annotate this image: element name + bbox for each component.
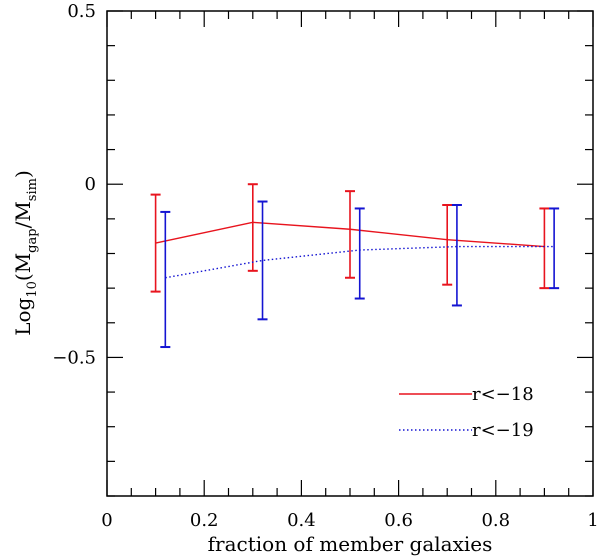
y-tick-label: 0.5 (67, 1, 96, 22)
y-axis-ticks: −0.5 0 0.5 (52, 1, 593, 497)
y-tick-label: −0.5 (52, 347, 96, 368)
error-bar (160, 210, 171, 349)
error-bar (442, 204, 453, 286)
x-axis-label: fraction of member galaxies (208, 532, 493, 556)
x-tick-label: 0.4 (287, 510, 316, 531)
y-axis-label: Log10(Mgap/Msim) (11, 170, 40, 336)
x-tick-label: 0.6 (384, 510, 413, 531)
y-label-denominator-sub: sim (25, 178, 40, 201)
x-axis-ticks: 0 0.2 0.4 0.6 0.8 1 (101, 11, 599, 531)
series-1 (150, 183, 550, 293)
x-tick-label: 0.2 (190, 510, 219, 531)
legend-label: r<−18 (472, 384, 534, 405)
y-label-denominator: M (11, 201, 35, 221)
error-bar (257, 200, 268, 321)
x-tick-label: 0 (101, 510, 112, 531)
legend: r<−18 r<−19 (399, 384, 534, 441)
error-bar (247, 183, 258, 272)
legend-label: r<−19 (472, 420, 534, 441)
y-label-prefix: Log (11, 297, 35, 335)
error-bar (345, 190, 355, 279)
x-tick-label: 1 (587, 510, 598, 531)
error-bar (549, 207, 560, 290)
y-tick-label: 0 (85, 174, 96, 195)
series-layer (150, 183, 560, 349)
error-bar (150, 193, 161, 293)
y-label-log-base: 10 (25, 281, 40, 298)
error-bar (539, 207, 550, 290)
y-label-numerator: M (11, 253, 35, 273)
error-bar (451, 204, 462, 307)
error-bar (354, 207, 365, 300)
x-tick-label: 0.8 (481, 510, 510, 531)
y-label-numerator-sub: gap (25, 228, 40, 252)
series-2 (160, 200, 560, 349)
